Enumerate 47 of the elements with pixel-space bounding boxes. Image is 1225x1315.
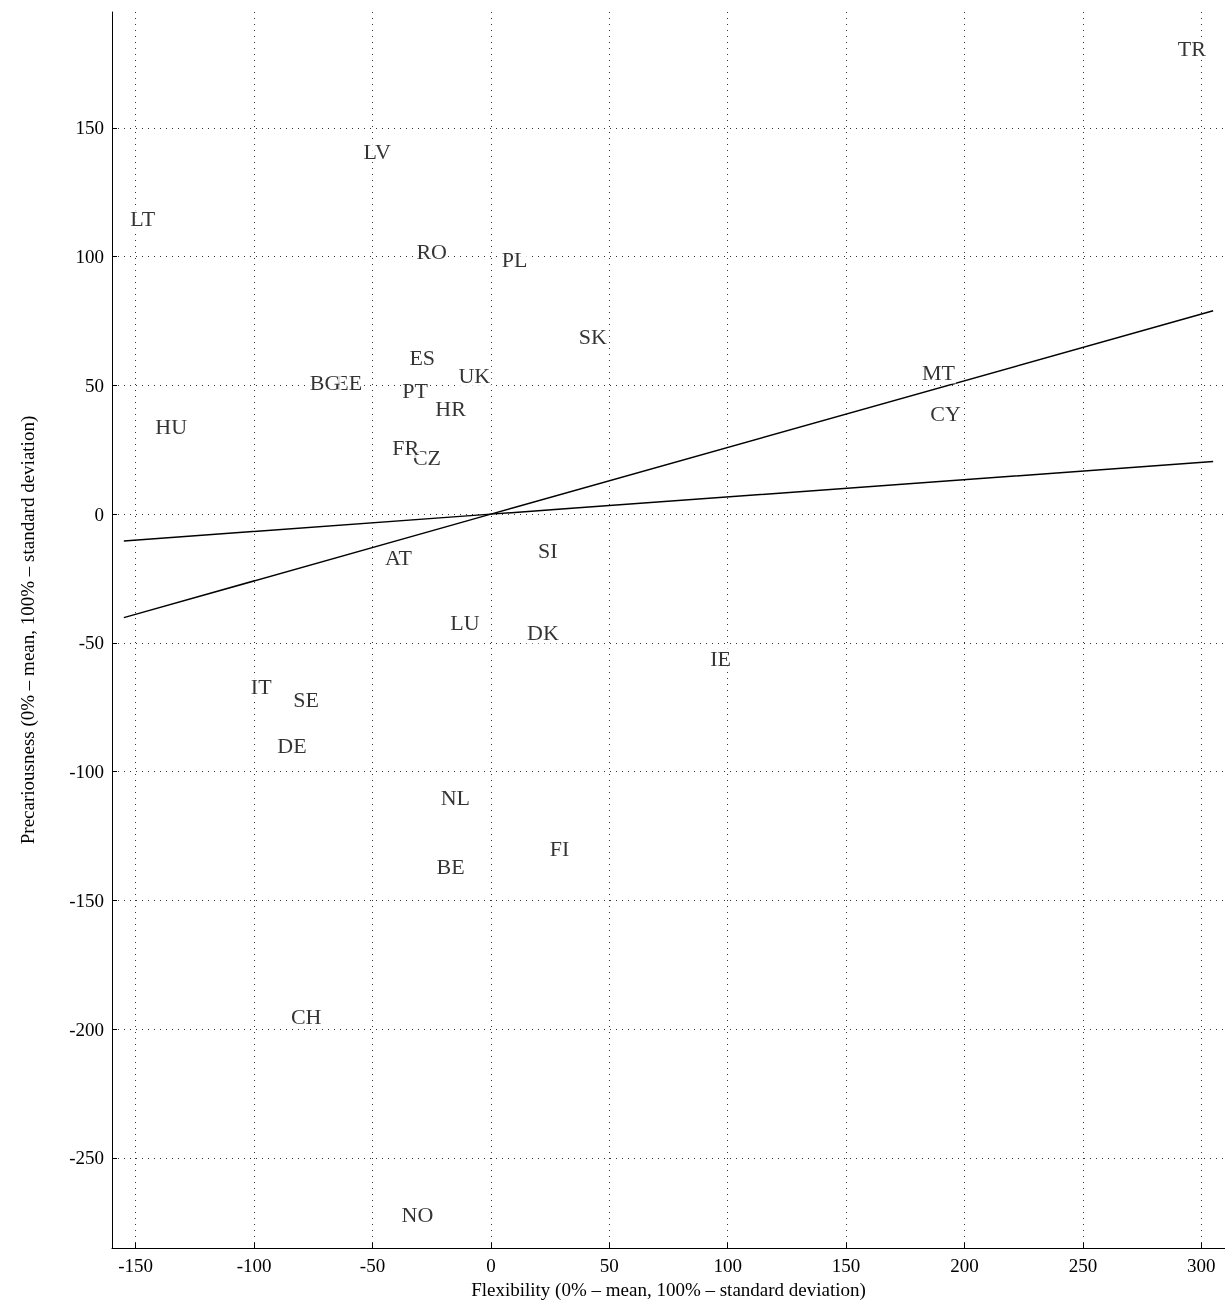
y-tick-label: 0	[94, 503, 104, 525]
annotation: DE	[277, 733, 307, 759]
x-tick-label: -50	[359, 1255, 386, 1276]
annotation: NL	[440, 784, 471, 810]
x-tick-label: 250	[1068, 1255, 1098, 1276]
annotation: LU	[450, 609, 480, 635]
y-tick-label: 100	[75, 246, 104, 268]
annotation: PT	[402, 378, 429, 404]
y-tick-label: -50	[78, 632, 104, 654]
x-tick-label: 300	[1187, 1255, 1216, 1276]
annotation: UK	[458, 362, 491, 388]
y-tick-label: -250	[69, 1147, 104, 1169]
annotation: PL	[501, 246, 528, 272]
y-tick-label: -150	[69, 889, 104, 911]
annotation: BE	[436, 854, 465, 880]
annotation: HR	[435, 396, 467, 422]
annotation: IT	[250, 674, 273, 700]
annotation: AT	[385, 545, 413, 571]
annotation: SE	[293, 687, 320, 713]
annotation: CY	[930, 401, 961, 427]
annotation: LT	[130, 205, 156, 231]
x-axis-title: Flexibility (0% – mean, 100% – standard deviation)	[471, 1279, 866, 1301]
annotation: LV	[363, 138, 391, 164]
y-tick-label: 50	[85, 374, 104, 396]
y-axis-title: Precariousness (0% – mean, 100% – standard deviation)	[17, 415, 39, 845]
annotation: FI	[549, 836, 570, 862]
annotation: MT	[921, 360, 956, 385]
annotation: SK	[578, 323, 607, 349]
x-tick-label: 0	[486, 1255, 496, 1276]
annotation: ES	[409, 344, 436, 370]
annotation: NO	[401, 1202, 434, 1228]
annotation: HU	[155, 414, 188, 440]
x-tick-label: 200	[950, 1255, 979, 1276]
annotation: TR	[1177, 35, 1207, 61]
x-tick-label: 50	[599, 1255, 619, 1276]
y-tick-label: 150	[75, 117, 104, 139]
y-tick-label: -100	[69, 761, 104, 783]
x-tick-label: -150	[118, 1255, 154, 1276]
annotation: RO	[416, 238, 447, 264]
x-tick-label: 100	[713, 1255, 742, 1276]
annotation: SI	[537, 537, 558, 563]
x-tick-label: -100	[236, 1255, 272, 1276]
x-tick-label: 150	[831, 1255, 861, 1276]
y-tick-label: -200	[69, 1018, 104, 1040]
annotation: IE	[710, 645, 731, 671]
annotation: CH	[290, 1003, 322, 1029]
annotation: DK	[527, 620, 559, 646]
